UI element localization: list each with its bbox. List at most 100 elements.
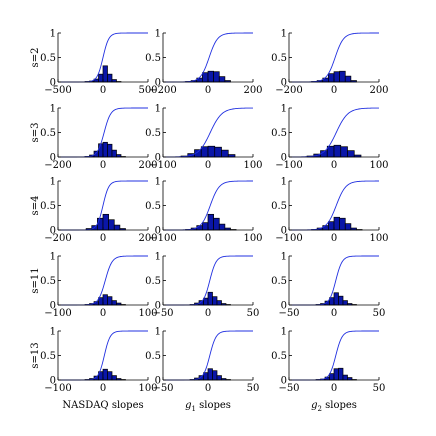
y-tick-label: 1 xyxy=(281,177,287,188)
x-tick-label: 100 xyxy=(243,233,262,244)
hist-bar xyxy=(213,71,220,83)
hist-bar xyxy=(102,294,108,306)
hist-bar xyxy=(338,295,344,306)
hist-bar xyxy=(207,368,213,381)
y-tick-label: 0.5 xyxy=(40,53,56,64)
hist-bar xyxy=(328,73,335,83)
x-axis-label-sub: 2 xyxy=(317,405,321,413)
x-tick-label: −50 xyxy=(278,383,299,394)
y-tick-label: 0.5 xyxy=(40,351,56,362)
x-tick-label: −100 xyxy=(275,233,302,244)
panel-r3-c1: 00.51−50 0 50 xyxy=(145,252,259,320)
y-tick-label: 1 xyxy=(281,29,287,40)
y-tick-label: 0 xyxy=(50,226,56,237)
y-tick-label: 0 xyxy=(281,153,287,164)
y-tick-label: 0 xyxy=(281,226,287,237)
row-label-1: s=3 xyxy=(30,123,41,143)
panel-r1-c0: 00.51−200 0 200 xyxy=(40,104,157,172)
hist-bar xyxy=(207,213,214,231)
x-tick-label: −200 xyxy=(149,85,176,96)
y-tick-label: 0.5 xyxy=(40,128,56,139)
y-tick-label: 0.5 xyxy=(271,128,287,139)
hist-bar xyxy=(216,300,222,306)
panel-r4-c2: 00.51−50 0 50 xyxy=(271,327,385,395)
panel-r0-c2: 00.51−200 0 200 xyxy=(271,29,388,97)
hist-bar xyxy=(107,296,113,306)
x-tick-label: −200 xyxy=(275,85,302,96)
panel-r2-c2: 00.51−100 0 100 xyxy=(271,177,388,245)
hist-bar xyxy=(202,72,209,83)
x-tick-label: 200 xyxy=(138,160,157,171)
hist-bar xyxy=(221,149,229,158)
y-tick-label: 0 xyxy=(50,78,56,89)
x-tick-label: −100 xyxy=(44,308,71,319)
x-axis-label-tail: slopes xyxy=(196,400,231,411)
x-tick-label: 0 xyxy=(100,308,106,319)
y-tick-label: 0.5 xyxy=(145,276,161,287)
hist-bar xyxy=(213,217,220,231)
x-tick-label: 200 xyxy=(369,85,388,96)
x-tick-label: 0 xyxy=(100,233,106,244)
x-tick-label: 50 xyxy=(247,308,260,319)
x-tick-label: 0 xyxy=(331,160,337,171)
hist-bar xyxy=(344,223,352,231)
x-tick-label: −200 xyxy=(44,160,71,171)
x-tick-label: −100 xyxy=(149,160,176,171)
x-tick-label: 0 xyxy=(100,85,106,96)
x-tick-label: −50 xyxy=(278,308,299,319)
hist-bar xyxy=(107,371,113,381)
hist-bar xyxy=(98,143,104,158)
y-tick-label: 0 xyxy=(50,301,56,312)
x-tick-label: 0 xyxy=(205,308,211,319)
hist-bar xyxy=(108,219,115,231)
x-tick-label: 200 xyxy=(138,233,157,244)
x-tick-label: −100 xyxy=(149,233,176,244)
x-tick-label: −50 xyxy=(152,308,173,319)
y-tick-label: 1 xyxy=(50,104,56,115)
x-tick-label: 200 xyxy=(243,85,262,96)
hist-bar xyxy=(342,300,348,306)
hist-bar xyxy=(202,222,209,231)
x-tick-label: 100 xyxy=(138,308,157,319)
x-tick-label: 0 xyxy=(331,85,337,96)
y-tick-label: 0.5 xyxy=(271,53,287,64)
hist-bar xyxy=(216,375,222,381)
hist-bar xyxy=(98,297,104,306)
panel-r2-c0: 00.51−200 0 200 xyxy=(40,177,157,245)
y-tick-label: 1 xyxy=(50,177,56,188)
y-tick-label: 0 xyxy=(50,153,56,164)
hist-bar xyxy=(218,76,226,83)
x-tick-label: −100 xyxy=(275,160,302,171)
x-tick-label: 0 xyxy=(331,383,337,394)
y-tick-label: 1 xyxy=(155,252,161,263)
x-tick-label: 100 xyxy=(369,160,388,171)
x-tick-label: 0 xyxy=(205,85,211,96)
y-tick-label: 0 xyxy=(155,153,161,164)
y-tick-label: 0 xyxy=(281,78,287,89)
hist-bar xyxy=(98,73,104,83)
hist-bar xyxy=(340,146,348,158)
x-tick-label: 0 xyxy=(331,308,337,319)
x-tick-label: 50 xyxy=(373,308,386,319)
hist-bar xyxy=(102,368,108,381)
x-tick-label: −50 xyxy=(152,383,173,394)
y-tick-label: 0 xyxy=(155,301,161,312)
y-tick-label: 0 xyxy=(281,376,287,387)
hist-bar xyxy=(102,213,109,231)
y-tick-label: 1 xyxy=(155,327,161,338)
hist-bar xyxy=(113,224,121,231)
y-tick-label: 0.5 xyxy=(145,128,161,139)
row-label-4: s=13 xyxy=(30,342,41,368)
y-tick-label: 0 xyxy=(155,78,161,89)
hist-bar xyxy=(333,292,339,306)
hist-bar xyxy=(212,296,218,306)
x-tick-label: 0 xyxy=(205,160,211,171)
x-tick-label: −500 xyxy=(44,85,71,96)
panel-r3-c0: 00.51−100 0 100 xyxy=(40,252,157,320)
row-label-3: s=11 xyxy=(30,267,41,293)
hist-bar xyxy=(339,70,346,83)
panel-r2-c1: 00.51−100 0 100 xyxy=(145,177,262,245)
y-tick-label: 1 xyxy=(155,29,161,40)
hist-bar xyxy=(333,71,340,83)
x-axis-label-2: g2 slopes xyxy=(311,400,357,413)
